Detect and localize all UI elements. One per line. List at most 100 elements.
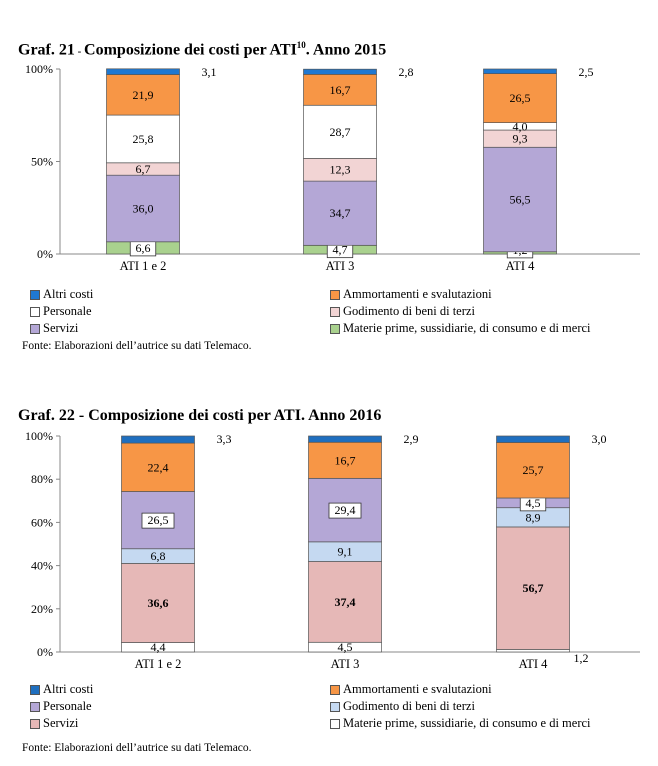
data-label: 3,0 xyxy=(592,432,607,446)
bar-segment-servizi xyxy=(308,561,382,643)
data-label: 56,7 xyxy=(523,581,544,595)
bar-segment-ammortamenti-e-svalutazioni xyxy=(303,74,377,106)
y-tick-label: 60% xyxy=(31,515,53,529)
legend-item-personale: Personale xyxy=(30,699,92,714)
data-label: 25,8 xyxy=(133,132,154,146)
data-label: 6,8 xyxy=(151,549,166,563)
data-label: 4,4 xyxy=(151,640,166,654)
chart-plot: 0% 50% 100% 6,6 36,0 6,7 25,8 21,9 3,1 ATI 1 e 2 4… xyxy=(25,62,640,273)
legend-swatch xyxy=(330,718,340,729)
legend-label: Servizi xyxy=(43,716,79,730)
source-note: Fonte: Elaborazioni dell’autrice su dati… xyxy=(22,742,252,754)
data-label: 8,9 xyxy=(526,510,541,524)
bar-segment-servizi xyxy=(483,146,557,253)
legend-label: Godimento di beni di terzi xyxy=(343,699,475,713)
legend-swatch xyxy=(30,323,40,334)
data-label: 28,7 xyxy=(330,125,351,139)
bar-segment-altri-costi xyxy=(308,435,382,443)
legend-item-altri-costi: Altri costi xyxy=(30,682,93,697)
bar-segment-servizi xyxy=(496,526,570,650)
data-label: 36,6 xyxy=(148,596,169,610)
data-label: 25,7 xyxy=(523,463,544,477)
data-label: 2,8 xyxy=(399,65,414,79)
data-label: 29,4 xyxy=(335,503,356,517)
bar-segment-ammortamenti-e-svalutazioni xyxy=(496,442,570,499)
data-label: 12,3 xyxy=(330,163,351,177)
data-label: 6,7 xyxy=(136,162,151,176)
legend-item-godimento-di-beni-di-terzi: Godimento di beni di terzi xyxy=(330,699,475,714)
bar-segment-altri-costi xyxy=(483,68,557,74)
legend-item-godimento-di-beni-di-terzi: Godimento di beni di terzi xyxy=(330,304,475,319)
y-tick-label: 100% xyxy=(25,429,53,443)
data-label: 3,3 xyxy=(217,432,232,446)
legend-swatch xyxy=(330,323,340,334)
legend-item-ammortamenti-e-svalutazioni: Ammortamenti e svalutazioni xyxy=(330,287,492,302)
legend-item-servizi: Servizi xyxy=(30,716,78,731)
data-label: 21,9 xyxy=(133,88,154,102)
bar-segment-altri-costi xyxy=(496,435,570,443)
data-label: 22,4 xyxy=(148,460,169,474)
legend-item-altri-costi: Altri costi xyxy=(30,287,93,302)
legend-label: Materie prime, sussidiarie, di consumo e… xyxy=(343,321,591,335)
chart-2016: Graf. 22 - Composizione dei costi per AT… xyxy=(0,395,658,766)
data-label: 9,3 xyxy=(513,132,528,146)
legend-item-materie-prime-sussidiarie-di-consumo-e-di-merci: Materie prime, sussidiarie, di consumo e… xyxy=(330,716,591,731)
bar-segment-altri-costi xyxy=(303,68,377,75)
chart-title: Graf. 22 - Composizione dei costi per AT… xyxy=(18,407,382,424)
data-label: 4,5 xyxy=(526,496,541,510)
data-label-box xyxy=(141,512,175,529)
legend-swatch xyxy=(330,684,340,695)
legend-label: Ammortamenti e svalutazioni xyxy=(343,682,492,696)
bar-segment-servizi xyxy=(121,563,195,643)
chart-legend: Altri costi Ammortamenti e svalutazioni Pe… xyxy=(30,287,640,343)
data-label: 26,5 xyxy=(148,513,169,527)
chart-legend: Altri costi Ammortamenti e svalutazioni Pe… xyxy=(30,682,640,742)
data-label: 34,7 xyxy=(330,206,351,220)
data-label: 4,5 xyxy=(338,640,353,654)
chart-2015: Graf. 21 - Composizione dei costi per AT… xyxy=(0,0,658,370)
bar-segment-personale xyxy=(303,104,377,159)
legend-label: Ammortamenti e svalutazioni xyxy=(343,287,492,301)
chart-plot: 0% 20% 40% 60% 80% 100% 4,4 36,6 6,8 26,5 22,4 3,3 A… xyxy=(25,429,640,671)
x-tick-label: ATI 4 xyxy=(506,259,536,273)
y-tick-label: 0% xyxy=(37,247,53,261)
bar-segment-ammortamenti-e-svalutazioni xyxy=(106,74,180,116)
x-tick-label: ATI 1 e 2 xyxy=(135,657,182,671)
source-note: Fonte: Elaborazioni dell’autrice su dati… xyxy=(22,340,252,352)
data-label: 6,6 xyxy=(136,241,151,255)
legend-swatch xyxy=(30,289,40,300)
x-tick-label: ATI 1 e 2 xyxy=(120,259,167,273)
bar-segment-ammortamenti-e-svalutazioni xyxy=(308,441,382,479)
y-tick-label: 100% xyxy=(25,62,53,76)
data-label: 26,5 xyxy=(510,91,531,105)
bar-segment-ammortamenti-e-svalutazioni xyxy=(121,442,195,492)
bar-segment-altri-costi xyxy=(121,435,195,444)
data-label: 4,7 xyxy=(333,243,348,257)
legend-swatch xyxy=(330,289,340,300)
data-label: 36,0 xyxy=(133,201,154,215)
data-label: 16,7 xyxy=(330,83,351,97)
data-label: 3,1 xyxy=(202,65,217,79)
y-tick-label: 80% xyxy=(31,472,53,486)
data-label: 56,5 xyxy=(510,193,531,207)
data-label: 2,5 xyxy=(579,65,594,79)
y-tick-label: 20% xyxy=(31,602,53,616)
legend-label: Altri costi xyxy=(43,682,94,696)
legend-label: Servizi xyxy=(43,321,79,335)
data-label: 2,9 xyxy=(404,432,419,446)
data-label: 1,2 xyxy=(574,651,589,665)
legend-label: Personale xyxy=(43,699,92,713)
legend-label: Materie prime, sussidiarie, di consumo e… xyxy=(343,716,591,730)
bar-segment-ammortamenti-e-svalutazioni xyxy=(483,73,557,124)
x-tick-label: ATI 3 xyxy=(326,259,355,273)
bar-segment-servizi xyxy=(106,174,180,243)
x-tick-label: ATI 4 xyxy=(519,657,549,671)
legend-item-ammortamenti-e-svalutazioni: Ammortamenti e svalutazioni xyxy=(330,682,492,697)
data-label-box xyxy=(328,502,362,519)
legend-item-materie-prime-sussidiarie-di-consumo-e-di-merci: Materie prime, sussidiarie, di consumo e… xyxy=(330,321,591,336)
bar-segment-personale xyxy=(106,114,180,164)
y-tick-label: 0% xyxy=(37,645,53,659)
legend-item-servizi: Servizi xyxy=(30,321,78,336)
data-label: 9,1 xyxy=(338,545,353,559)
data-label: 37,4 xyxy=(335,595,356,609)
